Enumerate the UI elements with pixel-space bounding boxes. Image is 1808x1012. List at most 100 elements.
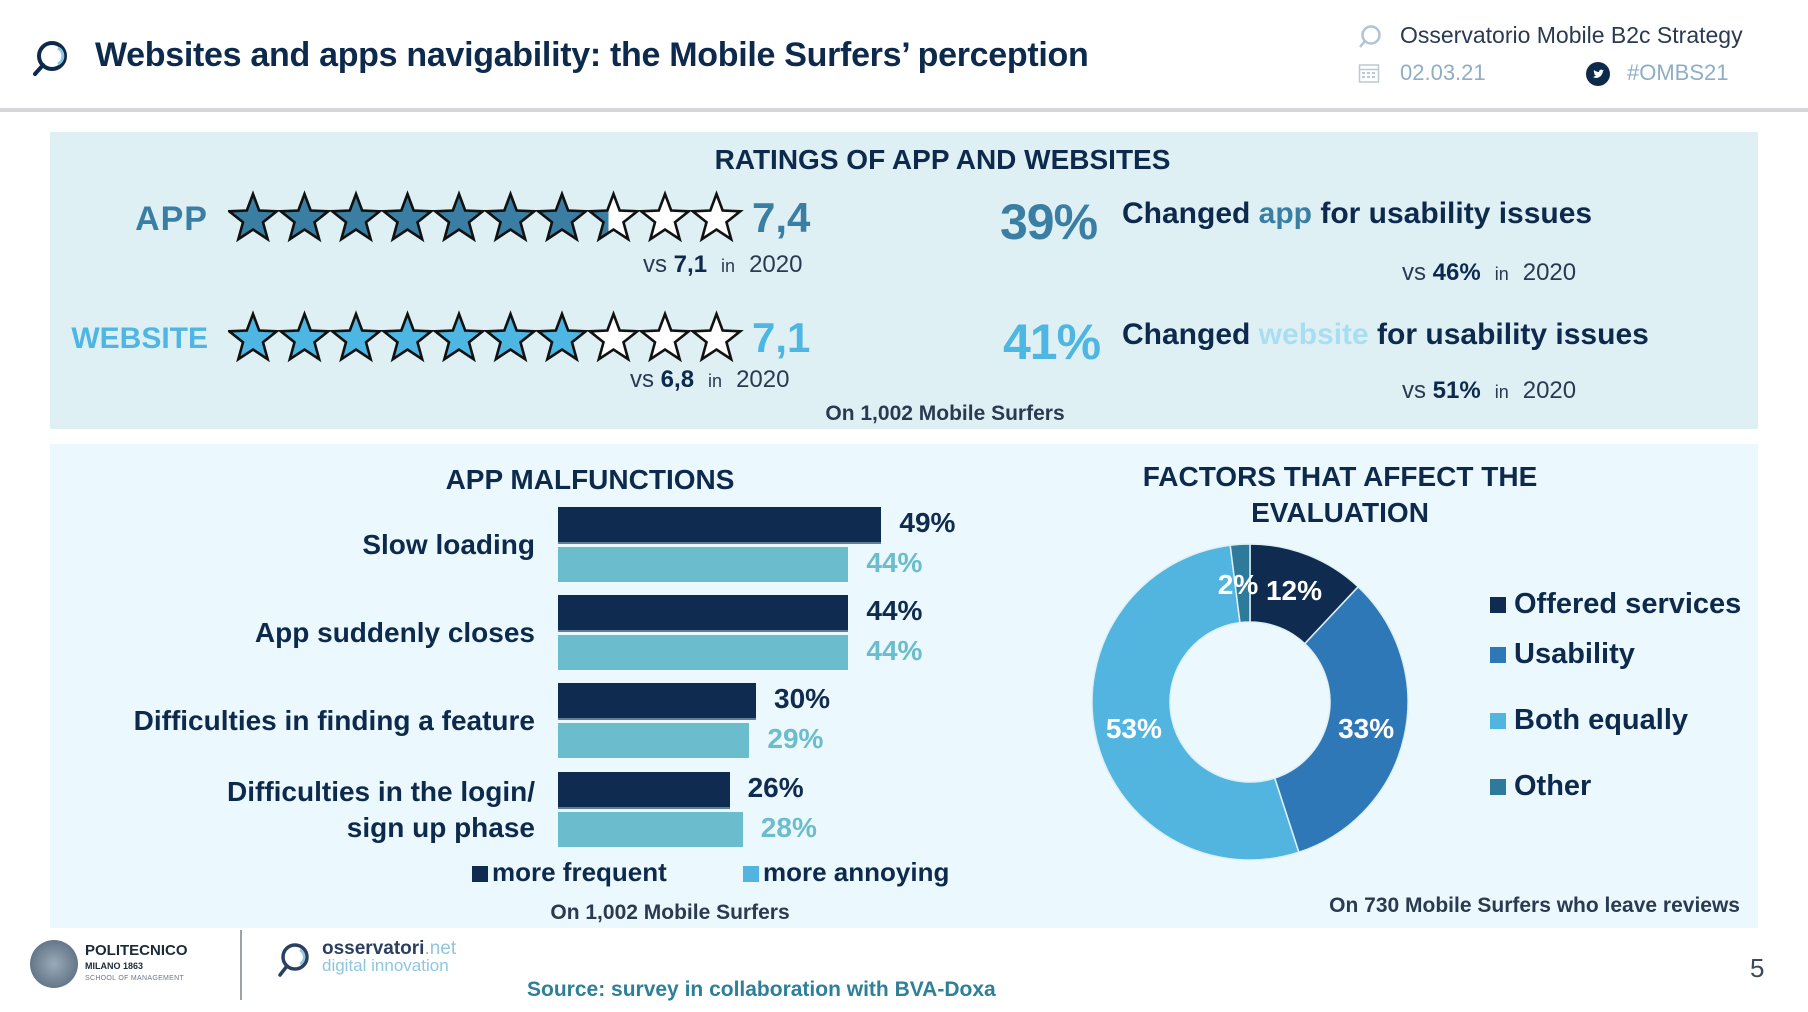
vs-in: in — [1494, 382, 1509, 402]
bar-more-annoying — [558, 723, 750, 758]
bar-value-label: 26% — [747, 772, 804, 803]
donut-value-label: 53% — [1106, 713, 1162, 744]
bar-category-line: Difficulties in finding a feature — [133, 704, 535, 736]
bar-more-frequent — [558, 507, 882, 544]
polimi-subtitle: MILANO 1863 — [85, 961, 144, 971]
vs-year: 2020 — [749, 251, 803, 278]
bar-more-frequent — [558, 683, 756, 720]
osservatori-name: osservatori.net — [322, 938, 456, 960]
vs-prefix: vs — [1402, 259, 1426, 286]
legend-swatch — [1490, 597, 1506, 614]
app-previous-score: vs 7,1 in 2020 — [643, 251, 802, 279]
legend-label: Other — [1514, 770, 1592, 802]
vs-value: 46% — [1432, 259, 1481, 286]
star-8 — [586, 310, 641, 363]
changed-website-percentage: 41% — [1003, 314, 1101, 370]
legend-both-equally: Both equally — [1490, 704, 1688, 737]
legend-other: Other — [1490, 770, 1591, 803]
bar-more-annoying — [558, 547, 849, 582]
donut-value-label: 33% — [1338, 713, 1394, 744]
osservatori-subtitle: digital innovation — [322, 956, 449, 975]
bar-category-label: Slow loading — [15, 527, 535, 563]
page-number: 5 — [1750, 953, 1765, 983]
star-2 — [277, 190, 332, 243]
legend-label: Usability — [1514, 638, 1635, 670]
vs-in: in — [1494, 264, 1509, 284]
osservatori-magnifier-icon — [33, 41, 67, 76]
changed-text-before: Changed — [1122, 318, 1259, 351]
star-7 — [534, 190, 590, 243]
footer-divider — [240, 930, 242, 1000]
changed-website-text: Changed website for usability issues — [1122, 318, 1649, 352]
bar-value-label: 44% — [866, 595, 923, 626]
star-8 — [586, 190, 641, 243]
changed-text-before: Changed — [1122, 197, 1259, 230]
bar-category-label: App suddenly closes — [15, 615, 535, 651]
star-9 — [637, 190, 693, 243]
vs-year: 2020 — [736, 366, 790, 393]
star-10 — [689, 310, 744, 363]
ratings-panel — [50, 132, 1758, 429]
bar-category-line: sign up phase — [346, 811, 535, 843]
legend-label: more frequent — [492, 857, 667, 887]
observatory-name: Osservatorio Mobile B2c Strategy — [1400, 22, 1743, 48]
star-5 — [431, 190, 487, 243]
legend-swatch — [1490, 713, 1506, 730]
app-score: 7,4 — [752, 194, 811, 241]
donut-slice-other — [1229, 543, 1251, 624]
changed-app-previous: vs 46% in 2020 — [1402, 259, 1576, 287]
star-3 — [328, 190, 384, 243]
changed-website-previous: vs 51% in 2020 — [1402, 377, 1576, 405]
legend-label: Offered services — [1514, 588, 1742, 620]
factors-sample-note: On 730 Mobile Surfers who leave reviews — [1329, 894, 1740, 917]
osservatori-magnifier-icon — [1359, 25, 1381, 48]
header-divider — [0, 108, 1808, 112]
vs-year: 2020 — [1522, 259, 1577, 286]
osservatori-word: osservatori — [322, 938, 425, 959]
vs-in: in — [721, 256, 736, 276]
bar-more-frequent — [558, 595, 849, 632]
bar-value-label: 49% — [899, 507, 956, 538]
bar-more-annoying — [558, 635, 849, 670]
vs-prefix: vs — [630, 366, 654, 393]
event-hashtag: #OMBS21 — [1627, 60, 1729, 85]
app-star-rating — [228, 190, 744, 243]
bar-category-label: Difficulties in the login/sign up phase — [15, 774, 535, 846]
vs-value: 51% — [1432, 377, 1481, 404]
vs-in: in — [708, 371, 723, 391]
bar-category-line: Difficulties in the login/ — [227, 775, 535, 807]
legend-more-annoying: more annoying — [743, 857, 949, 888]
donut-slice-both-equally — [1091, 544, 1300, 861]
changed-highlight: website — [1258, 318, 1369, 351]
twitter-icon — [1586, 62, 1610, 86]
bar-value-label: 29% — [767, 723, 824, 754]
bar-value-label: 28% — [760, 812, 817, 843]
bar-category-line: App suddenly closes — [254, 616, 535, 648]
changed-text-after: for usability issues — [1312, 197, 1593, 230]
star-6 — [483, 310, 538, 363]
star-10 — [689, 190, 744, 243]
malfunctions-title: APP MALFUNCTIONS — [445, 464, 735, 495]
star-7 — [534, 310, 590, 363]
calendar-icon — [1358, 64, 1380, 83]
website-star-rating — [228, 310, 744, 363]
star-5 — [431, 310, 487, 363]
legend-swatch — [1490, 779, 1506, 796]
vs-value: 6,8 — [660, 366, 695, 393]
vs-year: 2020 — [1522, 377, 1577, 404]
osservatori-magnifier-icon — [278, 943, 309, 977]
star-9 — [637, 310, 693, 363]
website-score: 7,1 — [752, 314, 811, 361]
vs-prefix: vs — [1402, 377, 1426, 404]
changed-app-percentage: 39% — [1000, 194, 1098, 250]
vs-prefix: vs — [643, 251, 667, 278]
legend-usability: Usability — [1490, 638, 1635, 671]
star-3 — [328, 310, 384, 363]
star-2 — [277, 310, 332, 363]
bar-more-annoying — [558, 812, 743, 847]
factors-donut-chart: 12% 33% 53% 2% — [1091, 543, 1409, 861]
donut-value-label: 12% — [1266, 575, 1322, 606]
bar-value-label: 44% — [866, 547, 923, 578]
legend-swatch — [1490, 647, 1506, 664]
factors-title: FACTORS THAT AFFECT THE EVALUATION — [1142, 461, 1538, 528]
